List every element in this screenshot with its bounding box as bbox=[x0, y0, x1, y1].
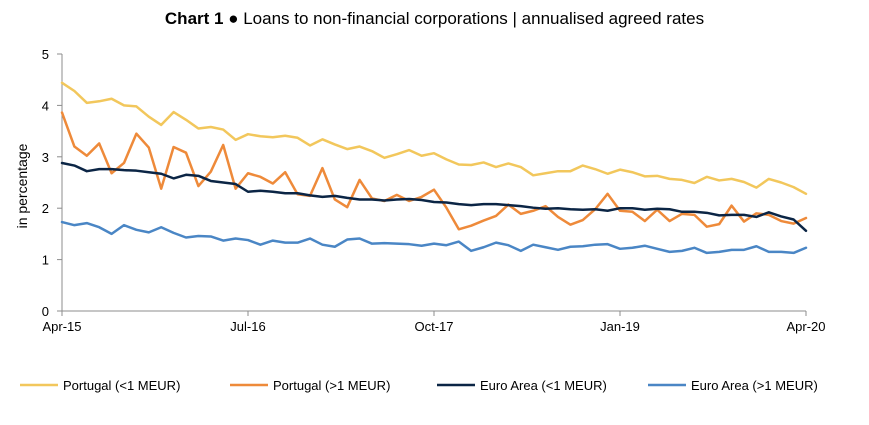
y-tick-label: 0 bbox=[42, 304, 49, 319]
x-tick-label: Jul-16 bbox=[230, 319, 265, 334]
legend-item: Euro Area (<1 MEUR) bbox=[437, 378, 607, 393]
chart-title-bold: Chart 1 bbox=[165, 9, 224, 28]
legend: Portugal (<1 MEUR) Portugal (>1 MEUR) Euro… bbox=[20, 378, 818, 393]
y-tick-label: 5 bbox=[42, 47, 49, 62]
legend-item: Portugal (>1 MEUR) bbox=[230, 378, 390, 393]
legend-label: Euro Area (>1 MEUR) bbox=[691, 378, 818, 393]
series-line-4 bbox=[60, 220, 808, 255]
y-tick-label: 2 bbox=[42, 201, 49, 216]
series-line-1 bbox=[60, 81, 808, 196]
x-tick-label: Oct-17 bbox=[414, 319, 453, 334]
x-tick-labels: Apr-15 Jul-16 Oct-17 Jan-19 Apr-20 bbox=[42, 319, 825, 334]
legend-label: Portugal (<1 MEUR) bbox=[63, 378, 180, 393]
x-tick-label: Apr-15 bbox=[42, 319, 81, 334]
y-axis-label: in percentage bbox=[14, 143, 30, 228]
series-lines bbox=[60, 81, 808, 255]
legend-label: Portugal (>1 MEUR) bbox=[273, 378, 390, 393]
axes bbox=[57, 53, 807, 316]
y-tick-label: 1 bbox=[42, 253, 49, 268]
x-tick-label: Apr-20 bbox=[786, 319, 825, 334]
chart-title: Chart 1 ● Loans to non-financial corpora… bbox=[165, 9, 704, 28]
y-tick-label: 4 bbox=[42, 98, 49, 113]
legend-item: Euro Area (>1 MEUR) bbox=[648, 378, 818, 393]
y-tick-label: 3 bbox=[42, 150, 49, 165]
legend-label: Euro Area (<1 MEUR) bbox=[480, 378, 607, 393]
series-line-2 bbox=[60, 111, 808, 231]
x-tick-label: Jan-19 bbox=[600, 319, 640, 334]
y-tick-labels: 0 1 2 3 4 5 bbox=[42, 47, 49, 319]
chart-title-rest: ● Loans to non-financial corporations | … bbox=[223, 9, 704, 28]
series-line-3 bbox=[60, 161, 808, 233]
legend-item: Portugal (<1 MEUR) bbox=[20, 378, 180, 393]
